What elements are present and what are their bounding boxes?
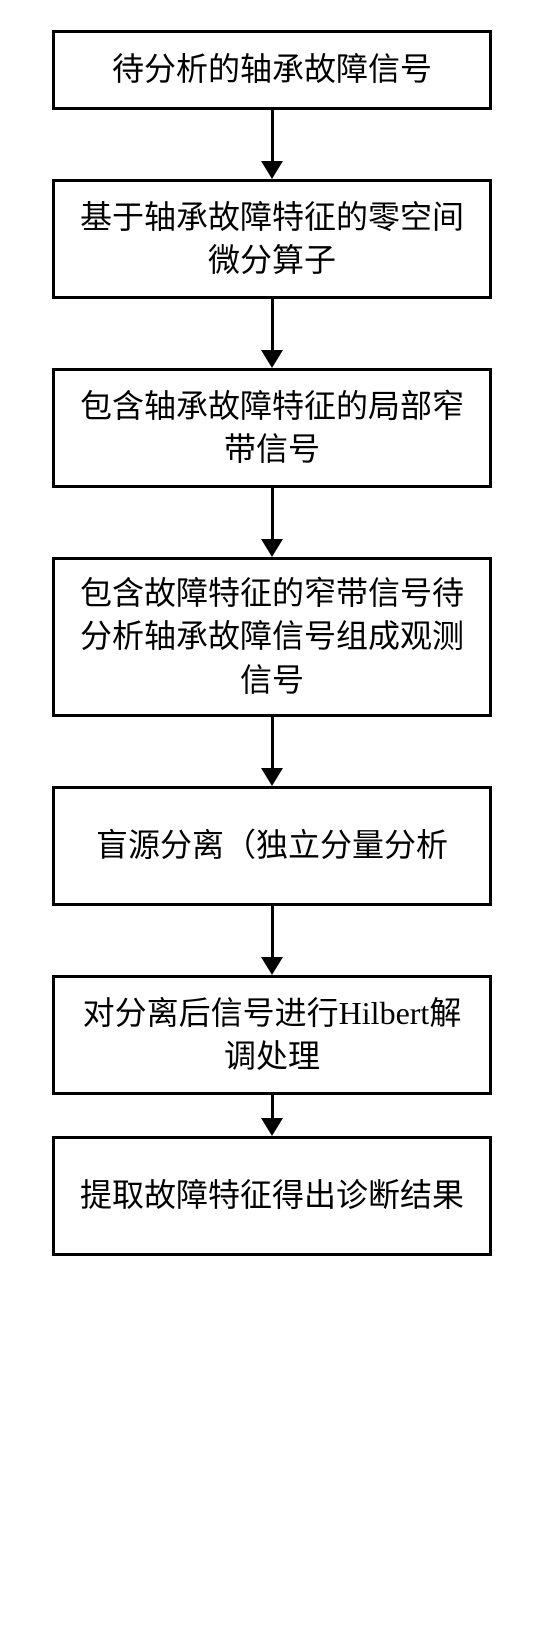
flow-node-6: 对分离后信号进行Hilbert解调处理	[52, 975, 492, 1095]
flow-node-2: 基于轴承故障特征的零空间微分算子	[52, 179, 492, 299]
arrow-head-icon	[261, 350, 283, 368]
arrow-head-icon	[261, 957, 283, 975]
arrow-line	[271, 1095, 274, 1119]
arrow-head-icon	[261, 768, 283, 786]
arrow-line	[271, 110, 274, 162]
flow-arrow-5	[261, 906, 283, 975]
arrow-head-icon	[261, 539, 283, 557]
flow-node-5-label: 盲源分离（独立分量分析	[96, 824, 448, 867]
flow-node-7-label: 提取故障特征得出诊断结果	[80, 1174, 464, 1217]
arrow-head-icon	[261, 1118, 283, 1136]
flow-arrow-4	[261, 717, 283, 786]
flow-arrow-1	[261, 110, 283, 179]
flow-arrow-6	[261, 1095, 283, 1136]
flow-node-6-label: 对分离后信号进行Hilbert解调处理	[73, 992, 471, 1078]
arrow-head-icon	[261, 161, 283, 179]
arrow-line	[271, 717, 274, 769]
flow-node-1: 待分析的轴承故障信号	[52, 30, 492, 110]
arrow-line	[271, 299, 274, 351]
flow-node-2-label: 基于轴承故障特征的零空间微分算子	[73, 196, 471, 282]
arrow-line	[271, 906, 274, 958]
arrow-line	[271, 488, 274, 540]
flow-node-1-label: 待分析的轴承故障信号	[112, 48, 432, 91]
flow-arrow-2	[261, 299, 283, 368]
flow-node-4-label: 包含故障特征的窄带信号待分析轴承故障信号组成观测信号	[73, 572, 471, 702]
flow-node-4: 包含故障特征的窄带信号待分析轴承故障信号组成观测信号	[52, 557, 492, 717]
flowchart-container: 待分析的轴承故障信号 基于轴承故障特征的零空间微分算子 包含轴承故障特征的局部窄…	[0, 0, 544, 1296]
flow-node-7: 提取故障特征得出诊断结果	[52, 1136, 492, 1256]
flow-arrow-3	[261, 488, 283, 557]
flow-node-3: 包含轴承故障特征的局部窄带信号	[52, 368, 492, 488]
flow-node-5: 盲源分离（独立分量分析	[52, 786, 492, 906]
flow-node-3-label: 包含轴承故障特征的局部窄带信号	[73, 385, 471, 471]
